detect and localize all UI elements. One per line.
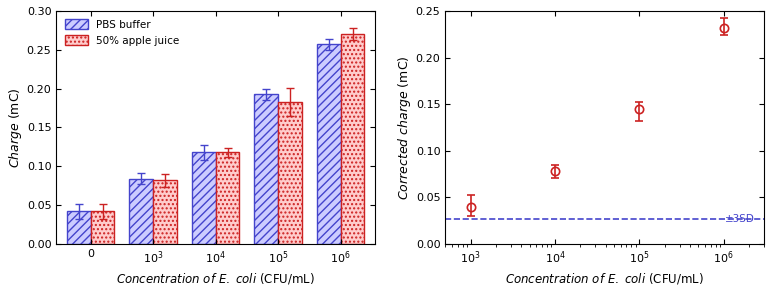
Bar bbox=[91, 212, 114, 244]
Bar bbox=[317, 44, 341, 244]
Legend: PBS buffer, 50% apple juice: PBS buffer, 50% apple juice bbox=[62, 16, 182, 49]
Bar bbox=[130, 179, 153, 244]
Bar bbox=[341, 34, 365, 244]
Y-axis label: $\it{Charge}$ (mC): $\it{Charge}$ (mC) bbox=[7, 87, 24, 168]
Bar bbox=[216, 152, 240, 244]
X-axis label: $\it{Concentration\ of\ E.\ coli}$ (CFU/mL): $\it{Concentration\ of\ E.\ coli}$ (CFU/… bbox=[116, 271, 315, 286]
Y-axis label: $\it{Corrected\ charge}$ (mC): $\it{Corrected\ charge}$ (mC) bbox=[396, 55, 413, 200]
Bar bbox=[153, 180, 177, 244]
Bar bbox=[67, 212, 91, 244]
Bar bbox=[254, 94, 278, 244]
Bar bbox=[192, 152, 216, 244]
Bar bbox=[278, 102, 302, 244]
X-axis label: $\it{Concentration\ of\ E.\ coli}$ (CFU/mL): $\it{Concentration\ of\ E.\ coli}$ (CFU/… bbox=[505, 271, 704, 286]
Text: ±3SD: ±3SD bbox=[725, 214, 755, 224]
